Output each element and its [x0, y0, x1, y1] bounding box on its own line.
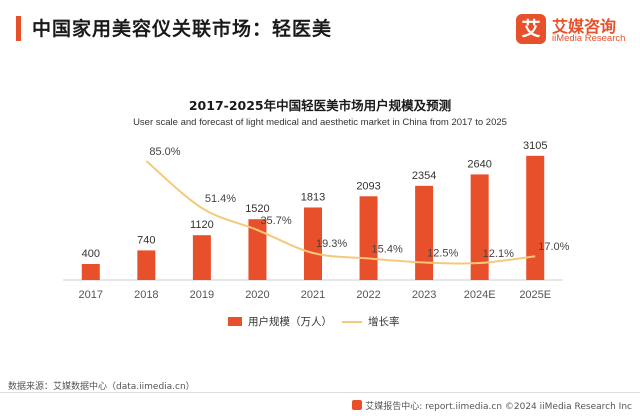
legend-bar-swatch [228, 317, 242, 326]
bar-value-label-2022: 2093 [356, 180, 380, 192]
bar-2024E [470, 174, 489, 280]
bar-2022 [359, 196, 378, 280]
growth-rate-label-2021: 19.3% [316, 238, 347, 250]
x-tick-label-2024E: 2024E [464, 289, 496, 301]
growth-rate-label-2020: 35.7% [260, 215, 291, 227]
brand-name-en: iiMedia Research [552, 33, 626, 44]
growth-rate-label-2022: 15.4% [372, 243, 403, 255]
growth-rate-label-2025E: 17.0% [538, 241, 569, 253]
bar-value-label-2023: 2354 [412, 170, 436, 182]
bar-2018 [137, 250, 156, 280]
bar-value-label-2018: 740 [137, 234, 155, 246]
brand-name-cn: 艾媒咨询 [552, 17, 617, 36]
bar-2020 [248, 219, 267, 280]
bar-value-label-2021: 1813 [301, 191, 325, 203]
growth-rate-label-2019: 51.4% [205, 193, 236, 205]
growth-rate-label-2023: 12.5% [427, 248, 458, 260]
page-title: 中国家用美容仪关联市场：轻医美 [32, 18, 333, 40]
x-tick-label-2023: 2023 [412, 289, 436, 301]
bar-2017 [81, 264, 100, 280]
bar-value-label-2025E: 3105 [523, 140, 547, 152]
growth-rate-label-2018: 85.0% [149, 146, 180, 158]
bar-2021 [304, 207, 322, 280]
x-tick-label-2019: 2019 [190, 289, 214, 301]
chart-legend: 用户规模（万人） 增长率 [0, 314, 640, 330]
legend-line-swatch [342, 321, 362, 323]
data-source: 数据来源：艾媒数据中心（data.iimedia.cn） [8, 382, 195, 392]
footer-copyright: 艾媒报告中心: report.iimedia.cn ©2024 iiMedia … [352, 399, 632, 412]
bar-2019 [192, 235, 211, 280]
chart-title: 2017-2025年中国轻医美市场用户规模及预测 [188, 98, 452, 113]
legend-bar-label: 用户规模（万人） [248, 316, 332, 328]
bar-value-label-2017: 400 [82, 248, 100, 260]
x-tick-label-2020: 2020 [245, 289, 269, 301]
growth-rate-line [145, 160, 536, 265]
legend-line-label: 增长率 [368, 316, 400, 328]
bar-2025E [526, 155, 545, 280]
bar-value-label-2020: 1520 [245, 203, 269, 215]
x-tick-label-2022: 2022 [356, 289, 380, 301]
chart-subtitle: User scale and forecast of light medical… [133, 117, 507, 128]
bar-2023 [415, 185, 434, 280]
bar-value-label-2024E: 2640 [467, 158, 491, 170]
footer-logo-icon [352, 400, 363, 410]
x-tick-label-2017: 2017 [79, 289, 103, 301]
footer-divider [0, 392, 640, 393]
brand-logo-mark: 艾 [516, 14, 546, 44]
brand-logo: 艾 艾媒咨询 iiMedia Research [516, 12, 634, 48]
bar-value-label-2019: 1120 [190, 219, 214, 231]
header-accent-bar [16, 16, 21, 41]
x-tick-label-2025E: 2025E [519, 289, 551, 301]
growth-rate-label-2024E: 12.1% [483, 248, 514, 260]
footer-copyright-text: 艾媒报告中心: report.iimedia.cn ©2024 iiMedia … [365, 402, 632, 412]
x-tick-label-2021: 2021 [301, 289, 325, 301]
x-tick-label-2018: 2018 [134, 289, 158, 301]
